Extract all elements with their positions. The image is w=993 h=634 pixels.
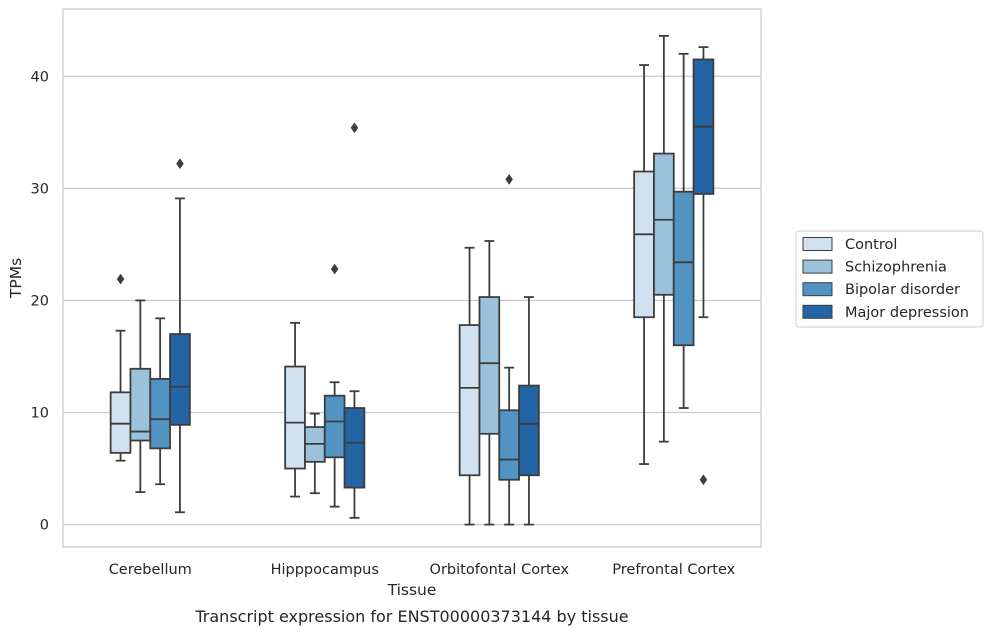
x-tick-label: Prefrontal Cortex [612, 562, 735, 578]
legend-swatch [802, 237, 833, 251]
grid-lines [63, 75, 761, 526]
box-iqr [109, 391, 132, 454]
x-axis-label: Tissue [387, 581, 437, 599]
box-iqr [498, 409, 520, 481]
outlier-point [505, 173, 513, 185]
y-tick-label: 20 [31, 293, 49, 309]
y-tick-label: 40 [31, 69, 49, 85]
legend-label: Schizophrenia [845, 260, 947, 276]
outlier-point [350, 122, 359, 134]
outlier-point [116, 273, 125, 285]
box-group [284, 321, 306, 498]
box-group [672, 52, 695, 409]
box-iqr [518, 384, 540, 477]
x-tick-label: Hipppocampus [271, 562, 379, 578]
chart-caption: Transcript expression for ENST0000037314… [194, 607, 628, 626]
box-iqr [169, 333, 191, 426]
box-group [692, 46, 715, 486]
outlier-point [176, 158, 184, 170]
outlier-point [330, 263, 339, 275]
x-tick-label: Cerebellum [109, 562, 192, 578]
box-iqr [653, 152, 675, 296]
box-iqr [478, 296, 501, 435]
y-axis-label: TPMs [7, 258, 25, 299]
legend-swatch [802, 259, 833, 274]
box-plot-series [109, 35, 715, 526]
box-group [323, 263, 346, 508]
box-iqr [343, 407, 366, 489]
legend-label: Bipolar disorder [845, 282, 960, 298]
legend-label: Major depression [845, 305, 969, 321]
outlier-point [699, 474, 708, 486]
box-group [169, 158, 191, 514]
y-axis-ticks: 0 10 20 30 40 [31, 69, 49, 533]
box-group [109, 273, 132, 462]
box-group [478, 240, 501, 526]
legend-swatch [802, 304, 833, 319]
y-tick-label: 10 [31, 406, 49, 422]
legend-label: Control [845, 237, 897, 253]
box-iqr [323, 394, 346, 459]
y-tick-label: 30 [31, 181, 49, 197]
legend-swatch [802, 282, 833, 297]
box-iqr [633, 170, 655, 319]
box-iqr [129, 367, 152, 442]
box-group [304, 412, 326, 495]
box-iqr [458, 324, 481, 477]
box-group [498, 173, 520, 526]
legend: Control Schizophrenia Bipolar disorder Majo… [795, 230, 984, 328]
box-group [129, 299, 152, 493]
plot-frame [62, 8, 762, 548]
box-iqr [672, 190, 695, 347]
box-group [653, 35, 675, 443]
x-axis-ticks: Cerebellum Hipppocampus Orbitofontal Corte… [109, 562, 736, 578]
box-iqr [149, 377, 171, 450]
x-tick-label: Orbitofontal Cortex [430, 562, 570, 578]
box-group [633, 64, 655, 465]
box-iqr [284, 365, 306, 470]
y-tick-label: 0 [40, 518, 49, 534]
box-group [343, 122, 366, 519]
legend-items: Control Schizophrenia Bipolar disorder Majo… [802, 237, 969, 321]
box-group [458, 246, 481, 526]
box-group [518, 296, 540, 526]
legend-frame [795, 230, 984, 328]
box-group [149, 317, 171, 486]
